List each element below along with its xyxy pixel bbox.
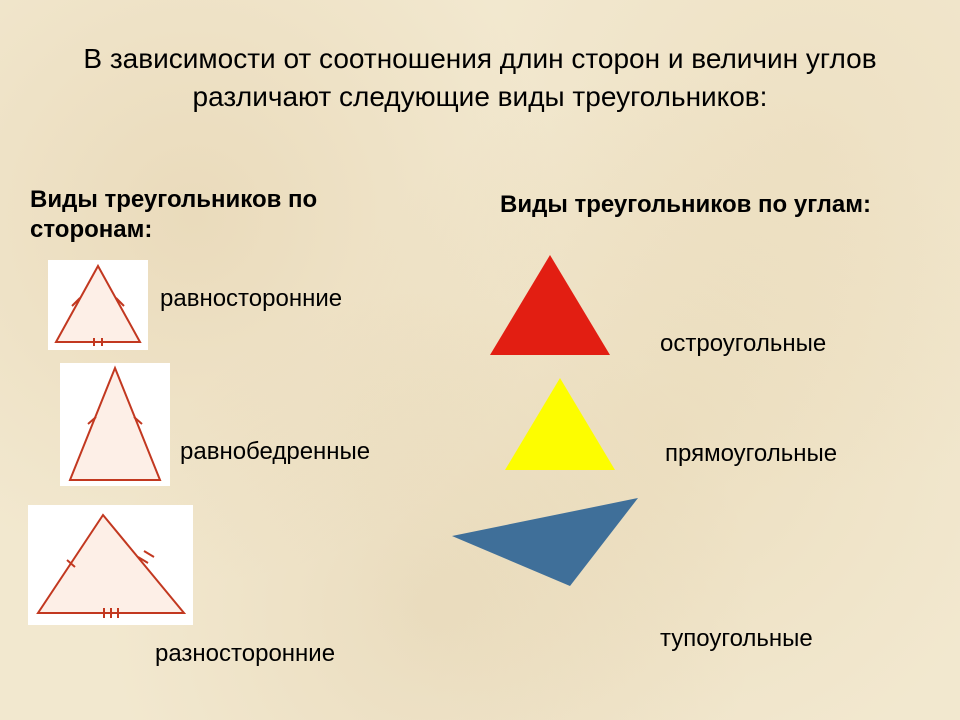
right-triangle-icon bbox=[505, 378, 615, 470]
label-scalene: разносторонние bbox=[155, 640, 335, 668]
page-title: В зависимости от соотношения длин сторон… bbox=[60, 40, 900, 116]
label-acute: остроугольные bbox=[660, 330, 826, 358]
label-obtuse: тупоугольные bbox=[660, 625, 813, 653]
subheading-by-angles: Виды треугольников по углам: bbox=[500, 190, 880, 220]
label-equilateral: равносторонние bbox=[160, 285, 342, 313]
acute-triangle-icon bbox=[490, 255, 610, 355]
scalene-triangle-icon bbox=[28, 505, 193, 623]
obtuse-triangle-icon bbox=[452, 498, 642, 593]
isosceles-triangle-icon bbox=[60, 362, 170, 487]
subheading-by-sides: Виды треугольников по сторонам: bbox=[30, 185, 410, 245]
label-isosceles: равнобедренные bbox=[180, 438, 370, 466]
equilateral-triangle-icon bbox=[48, 258, 148, 350]
label-right-angle: прямоугольные bbox=[665, 440, 837, 468]
